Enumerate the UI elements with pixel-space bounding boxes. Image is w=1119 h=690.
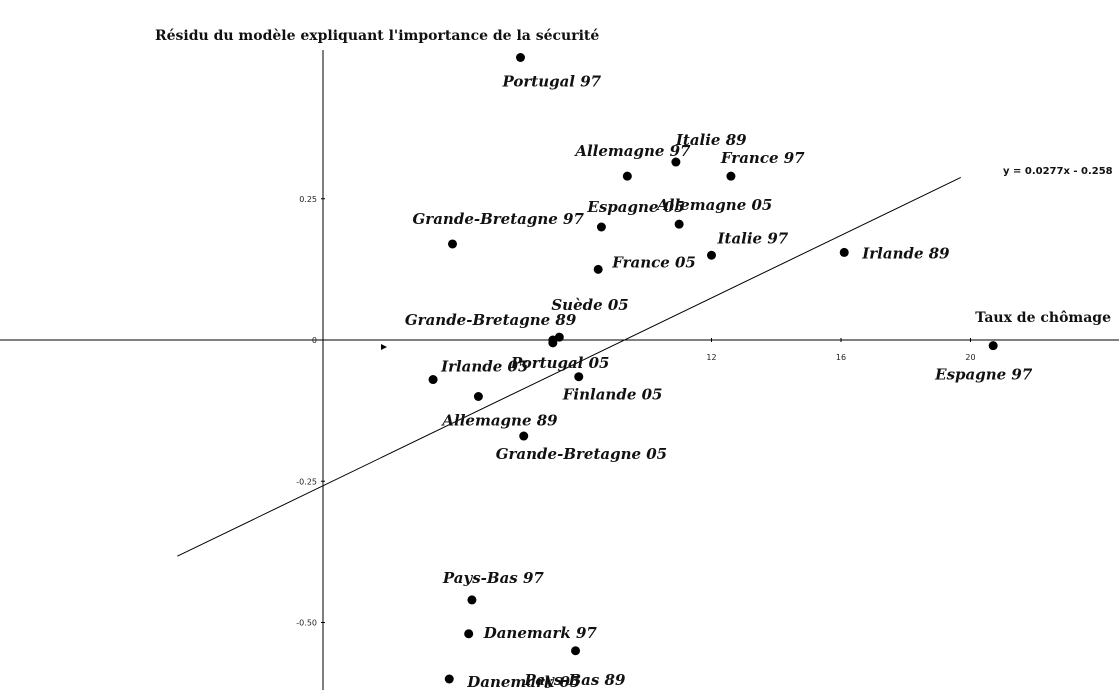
point-marker: [467, 595, 477, 605]
point-label: Allemagne 89: [440, 412, 558, 430]
point-label: Italie 89: [675, 131, 747, 149]
point-marker: [571, 646, 581, 656]
point-label: Allemagne 97: [573, 142, 691, 160]
data-point: Irlande 89: [839, 244, 950, 262]
data-point: France 97: [720, 149, 805, 181]
data-point: Irlande 05: [428, 358, 528, 385]
data-point: Grande-Bretagne 05: [496, 431, 667, 463]
data-point: Portugal 97: [501, 53, 602, 91]
point-label: Irlande 89: [861, 244, 950, 262]
point-label: Espagne 97: [934, 366, 1033, 384]
point-marker: [519, 431, 529, 441]
point-marker: [674, 219, 684, 229]
data-point: Allemagne 89: [440, 392, 558, 430]
point-label: Grande-Bretagne 97: [413, 210, 585, 228]
point-marker: [622, 171, 632, 181]
point-label: Italie 97: [717, 229, 789, 247]
point-label: Grande-Bretagne 89: [405, 311, 577, 329]
point-label: Suède 05: [551, 296, 628, 314]
point-label: Irlande 05: [440, 358, 528, 376]
point-marker: [596, 222, 606, 232]
x-tick-label: 20: [965, 353, 975, 362]
x-tick-label: 16: [836, 353, 846, 362]
x-tick-label: 12: [706, 353, 716, 362]
point-marker: [726, 171, 736, 181]
data-point: Danemark 97: [464, 624, 597, 642]
data-point: Pays-Bas 97: [442, 569, 544, 605]
trend-line-group: [177, 177, 962, 557]
point-marker: [464, 629, 474, 639]
data-point: Grande-Bretagne 97: [413, 210, 585, 249]
point-marker: [988, 341, 998, 351]
point-label: Pays-Bas 89: [524, 671, 626, 689]
point-label: Espagne 05: [586, 198, 684, 216]
point-marker: [515, 53, 525, 62]
data-point: Espagne 05: [586, 198, 685, 232]
x-axis-arrow-icon: [381, 344, 387, 350]
point-marker: [428, 375, 438, 385]
point-marker: [448, 239, 457, 249]
y-tick-label: -0.50: [296, 619, 317, 628]
data-point: Pays-Bas 89: [524, 646, 626, 689]
data-point: France 05: [593, 253, 696, 274]
data-point: Italie 97: [707, 229, 789, 260]
data-point: Portugal 05: [510, 338, 610, 372]
x-axis-title: Taux de chômage: [975, 310, 1111, 326]
trend-equation: y = 0.0277x - 0.258: [1003, 166, 1113, 177]
data-point: Danemark 05: [444, 673, 580, 690]
data-point: Finlande 05: [562, 372, 663, 404]
point-label: Finlande 05: [562, 386, 663, 404]
trend-line: [177, 177, 962, 557]
point-marker: [593, 264, 603, 274]
point-label: France 97: [720, 149, 805, 167]
data-point: Allemagne 05: [655, 196, 772, 229]
y-tick-label: 0: [312, 336, 317, 345]
axis-titles: Résidu du modèle expliquant l'importance…: [155, 28, 1113, 326]
data-point: Espagne 97: [934, 341, 1033, 384]
point-marker: [473, 392, 483, 401]
point-label: Allemagne 05: [655, 196, 772, 214]
point-marker: [707, 250, 716, 260]
point-label: Portugal 05: [510, 354, 610, 372]
point-marker: [548, 338, 558, 348]
data-point: Italie 89: [671, 131, 747, 167]
point-label: Portugal 97: [501, 73, 601, 91]
point-label: Grande-Bretagne 05: [496, 445, 667, 463]
y-tick-label: 0.25: [299, 195, 317, 204]
point-label: France 05: [611, 253, 696, 271]
point-marker: [839, 247, 849, 257]
data-point: Allemagne 97: [573, 142, 691, 181]
point-marker: [671, 157, 681, 167]
point-marker: [444, 674, 454, 684]
point-marker: [574, 372, 584, 382]
y-tick-label: -0.25: [296, 477, 317, 486]
y-axis-title: Résidu du modèle expliquant l'importance…: [155, 28, 599, 44]
point-label: Danemark 97: [483, 624, 598, 642]
point-label: Pays-Bas 97: [442, 569, 544, 587]
point-label: Danemark 05: [466, 673, 580, 690]
